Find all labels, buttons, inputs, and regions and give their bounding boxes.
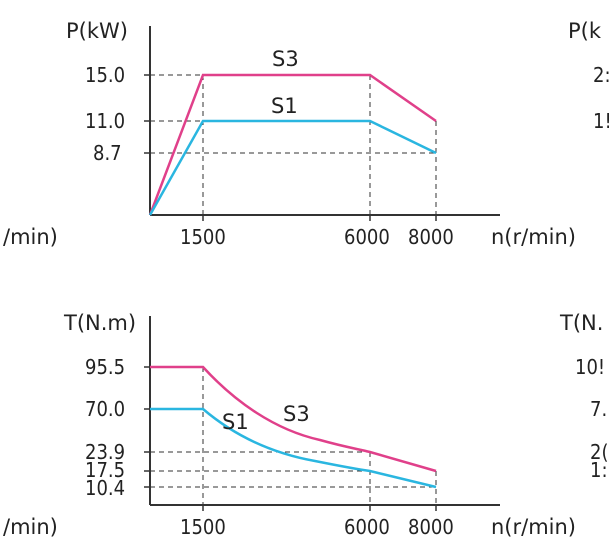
power-y-tick-label-11: 11.0 xyxy=(85,109,125,133)
torque-series-s3-line xyxy=(150,365,437,473)
torque-series-s1-label: S1 xyxy=(222,410,249,434)
power-series-s3-label: S3 xyxy=(272,47,299,71)
torque-chart: T(N.m) 95.5 70.0 23.9 17.5 10.4 1500 600… xyxy=(3,311,608,539)
torque-y-tick-label-17-5: 17.5 xyxy=(85,458,125,482)
torque-clipped-right-label: T(N. xyxy=(559,311,603,335)
torque-y-axis-label: T(N.m) xyxy=(63,311,136,335)
power-x-tick-label-6000: 6000 xyxy=(344,225,390,249)
torque-clipped-right-tick-0: 10! xyxy=(575,355,605,379)
power-x-tick-label-1500: 1500 xyxy=(180,225,226,249)
power-series-s3-line xyxy=(148,73,437,216)
power-clipped-right-tick-0: 2: xyxy=(593,63,611,87)
torque-x-tick-label-1500: 1500 xyxy=(180,515,226,539)
power-x-tick-label-8000: 8000 xyxy=(408,225,454,249)
power-y-tick-label-8-7: 8.7 xyxy=(93,141,122,165)
power-series-s1-label: S1 xyxy=(271,94,298,118)
torque-series-s3-label: S3 xyxy=(283,402,310,426)
power-series-s1-line xyxy=(148,119,437,216)
torque-x-tick-label-6000: 6000 xyxy=(344,515,390,539)
torque-series-s1-line xyxy=(150,407,437,489)
power-y-axis-label: P(kW) xyxy=(66,19,128,43)
torque-clipped-right-tick-3: 1: xyxy=(590,458,608,482)
power-clipped-right-tick-1: 1! xyxy=(593,109,612,133)
power-clipped-right-label: P(k xyxy=(568,19,602,43)
torque-y-tick-label-10-4: 10.4 xyxy=(85,476,125,500)
torque-clipped-left-label: /min) xyxy=(3,515,58,539)
torque-clipped-right-tick-1: 7. xyxy=(590,397,607,421)
power-x-axis-label: n(r/min) xyxy=(491,225,576,249)
torque-y-tick-label-95-5: 95.5 xyxy=(85,355,125,379)
power-y-tick-label-15: 15.0 xyxy=(85,63,125,87)
torque-x-axis-label: n(r/min) xyxy=(491,515,576,539)
torque-x-tick-label-8000: 8000 xyxy=(408,515,454,539)
torque-y-tick-label-70: 70.0 xyxy=(85,397,125,421)
torque-y-tick-label-23-9: 23.9 xyxy=(85,440,125,464)
torque-clipped-right-tick-2: 2( xyxy=(590,440,608,464)
power-chart: P(kW) 15.0 11.0 8.7 1500 6000 8000 n(r/m… xyxy=(3,19,612,249)
power-clipped-left-label: /min) xyxy=(3,225,58,249)
